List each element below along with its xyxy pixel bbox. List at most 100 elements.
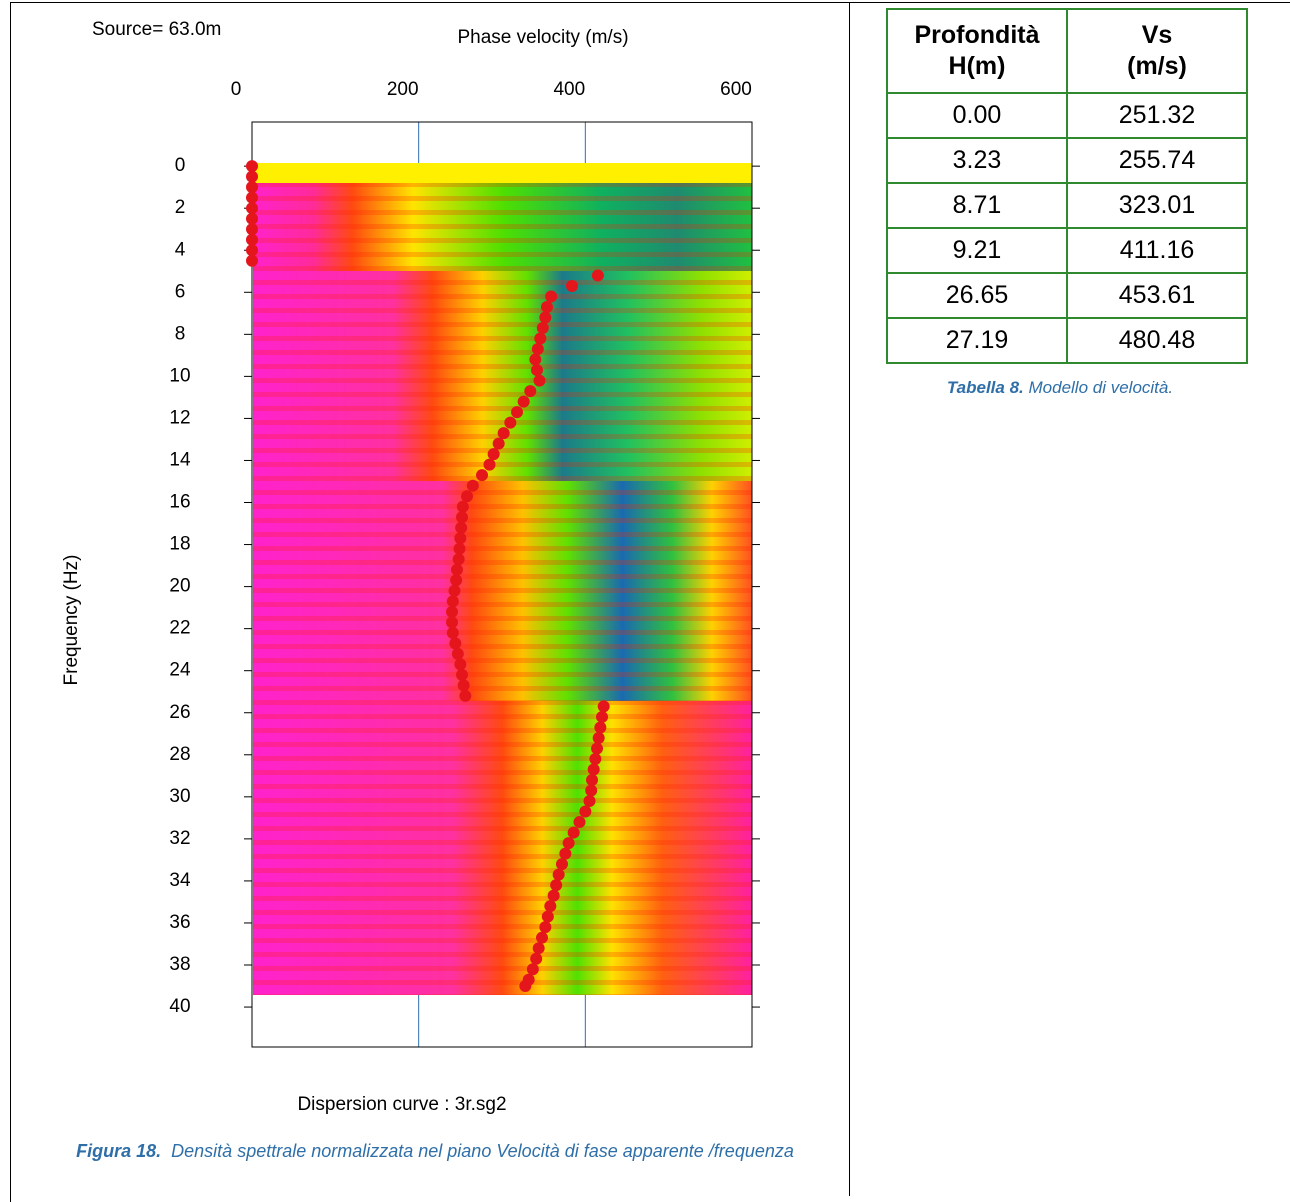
dispersion-point — [566, 279, 578, 292]
dispersion-point — [517, 395, 530, 408]
cell: 26.65 — [886, 272, 1068, 319]
dispersion-point — [451, 647, 464, 660]
dispersion-point — [456, 500, 469, 513]
dispersion-point — [533, 374, 546, 387]
dispersion-point — [587, 763, 600, 776]
dispersion-point — [246, 191, 258, 204]
dispersion-point — [454, 658, 467, 671]
dispersion-point — [454, 532, 467, 545]
cell: 453.61 — [1066, 272, 1248, 319]
dispersion-point — [456, 668, 468, 681]
y-tick-label: 36 — [169, 912, 190, 933]
x-axis-title: Phase velocity (m/s) — [457, 27, 628, 48]
dispersion-point — [524, 385, 537, 398]
caption-text: Densità spettrale normalizzata nel piano… — [171, 1141, 794, 1161]
dispersion-point — [476, 469, 488, 482]
dispersion-point — [246, 254, 258, 267]
y-tick-label: 38 — [169, 954, 190, 975]
y-tick-label: 8 — [175, 323, 186, 344]
dispersion-point — [487, 448, 500, 461]
chart: Source= 63.0m Phase velocity (m/s) Frequ… — [61, 19, 760, 1115]
dispersion-point — [457, 679, 470, 692]
dispersion-point — [541, 301, 553, 313]
dispersion-point — [246, 181, 258, 194]
caption-label: Figura 18. — [76, 1141, 162, 1161]
y-tick-label: 34 — [169, 870, 191, 891]
table-caption: Tabella 8. Modello di velocità. — [870, 378, 1250, 398]
dispersion-point — [461, 490, 473, 503]
cell: 3.23 — [886, 137, 1068, 184]
cell: 9.21 — [886, 227, 1068, 274]
table: Profondità H(m) Vs (m/s) 0.00 251.32 3.23 25… — [886, 8, 1248, 364]
dispersion-point — [539, 311, 552, 324]
cell: 0.00 — [886, 92, 1068, 139]
dispersion-point — [448, 584, 461, 597]
dispersion-point — [583, 795, 596, 808]
dispersion-point — [450, 574, 463, 587]
cell: 480.48 — [1066, 317, 1248, 364]
header-cell: Vs (m/s) — [1066, 8, 1248, 94]
x-tick-label: 600 — [720, 79, 752, 100]
row: 26.65 453.61 — [886, 272, 1248, 319]
y-tick-label: 22 — [169, 618, 190, 639]
x-tick-label: 400 — [553, 79, 585, 100]
y-tick-label: 30 — [169, 786, 190, 807]
y-tick-label: 2 — [175, 197, 186, 218]
dispersion-point — [446, 595, 459, 608]
x-tick-label: 200 — [387, 79, 419, 100]
y-tick-label: 24 — [169, 660, 191, 681]
dispersion-point — [456, 511, 468, 524]
y-tick-label: 10 — [169, 365, 190, 386]
dispersion-point — [246, 212, 258, 225]
y-tick-label: 12 — [169, 407, 190, 428]
dispersion-point — [597, 700, 610, 713]
y-tick-label: 0 — [175, 155, 186, 176]
header-row: Profondità H(m) Vs (m/s) — [886, 8, 1248, 94]
y-tick-label: 20 — [169, 576, 190, 597]
dispersion-point — [589, 752, 602, 765]
row: 9.21 411.16 — [886, 227, 1248, 274]
y-tick-label: 28 — [169, 744, 190, 765]
dispersion-point — [246, 202, 258, 215]
cell: 411.16 — [1066, 227, 1248, 274]
cell: 255.74 — [1066, 137, 1248, 184]
dispersion-point — [534, 332, 547, 345]
divider — [849, 2, 850, 1196]
dispersion-point — [531, 343, 544, 356]
dispersion-point — [459, 689, 472, 702]
dispersion-point — [545, 290, 558, 303]
dispersion-point — [511, 406, 523, 419]
dispersion-point — [452, 553, 465, 566]
dispersion-point — [573, 816, 586, 829]
dispersion-point — [466, 479, 479, 492]
dispersion-point — [451, 563, 463, 576]
row: 27.19 480.48 — [886, 317, 1248, 364]
dispersion-point — [446, 605, 458, 618]
y-tick-label: 4 — [175, 239, 186, 260]
dispersion-point — [536, 322, 549, 335]
dispersion-point — [246, 160, 258, 173]
dispersion-point — [530, 952, 543, 965]
y-axis-title: Frequency (Hz) — [61, 555, 82, 686]
y-tick-label: 6 — [175, 281, 186, 302]
dispersion-point — [562, 837, 575, 850]
y-tick-label: 14 — [169, 449, 191, 470]
y-tick-label: 26 — [169, 702, 190, 723]
figure-caption: Figura 18. Densità spettrale normalizzat… — [40, 1140, 830, 1162]
dispersion-point — [446, 626, 459, 639]
row: 0.00 251.32 — [886, 92, 1248, 139]
dispersion-point — [579, 805, 592, 818]
cell: 323.01 — [1066, 182, 1248, 229]
dispersion-point — [504, 416, 517, 429]
dispersion-point — [497, 427, 510, 440]
dispersion-point — [556, 858, 568, 871]
row: 8.71 323.01 — [886, 182, 1248, 229]
dispersion-point — [596, 710, 608, 723]
dispersion-point — [591, 742, 603, 755]
dispersion-point — [449, 637, 462, 650]
dispersion-point — [591, 269, 604, 282]
dispersion-point — [492, 437, 505, 450]
dispersion-point — [544, 900, 557, 913]
dispersion-point — [547, 889, 560, 902]
dispersion-point — [532, 942, 545, 955]
